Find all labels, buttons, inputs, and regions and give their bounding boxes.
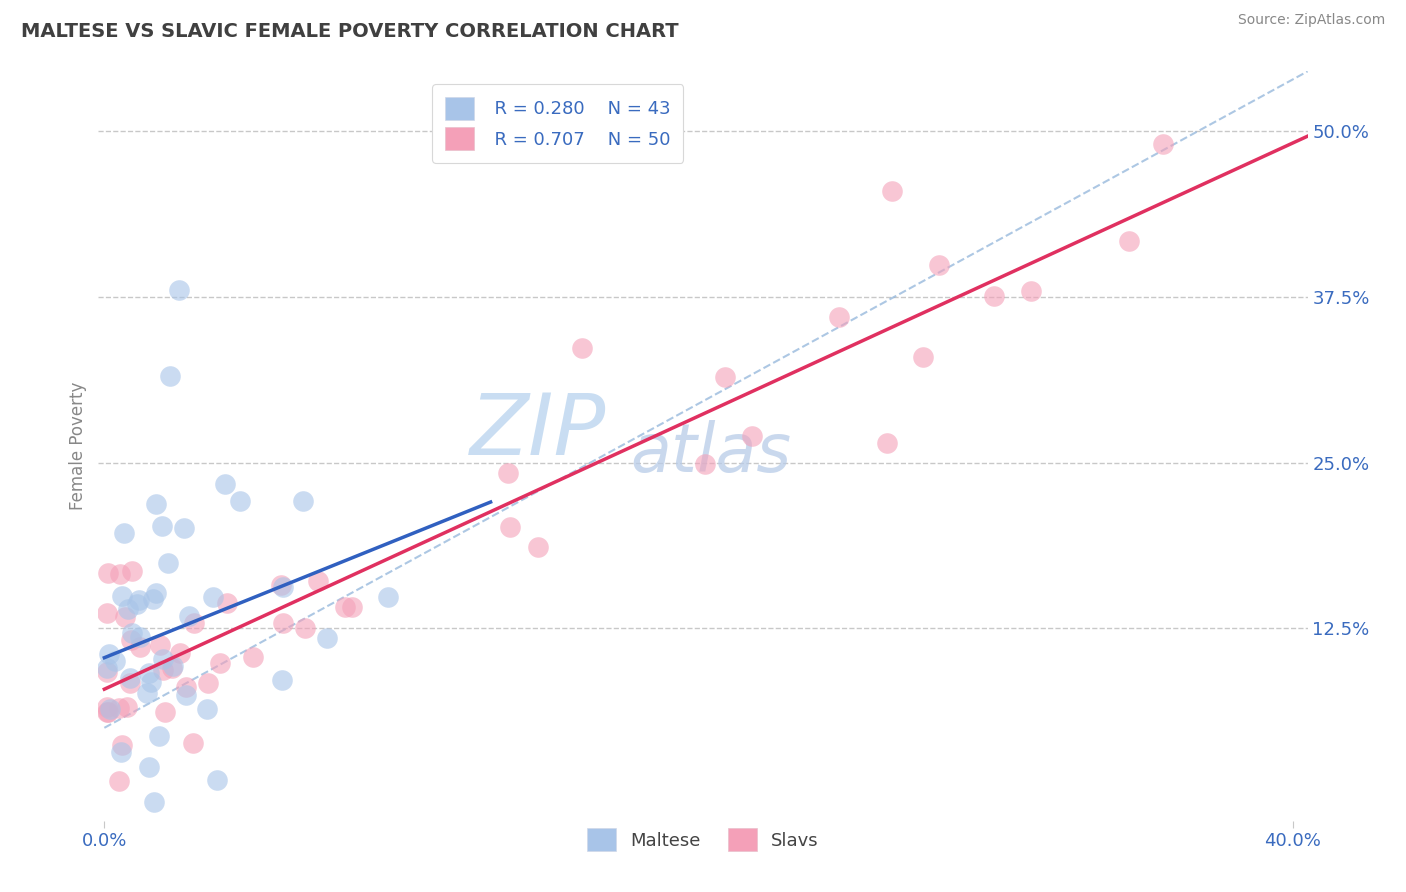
Point (160, 661, 183, 675)
Point (205, 773, 228, 788)
Point (155, 705, 177, 719)
Point (271, 581, 294, 595)
Text: ZIP: ZIP (470, 390, 606, 473)
Point (143, 795, 166, 809)
Point (183, 616, 205, 631)
Point (148, 730, 170, 744)
Point (741, 429, 763, 443)
Point (496, 466, 519, 480)
Point (97, 705, 120, 719)
Point (141, 675, 163, 690)
Point (108, 773, 131, 788)
Point (1019, 285, 1042, 299)
Point (169, 646, 191, 660)
Point (333, 600, 356, 615)
Point (271, 673, 294, 688)
Y-axis label: Female Poverty: Female Poverty (69, 382, 87, 510)
Point (97, 566, 120, 580)
Point (208, 656, 231, 670)
Point (316, 631, 339, 645)
Point (159, 369, 181, 384)
Point (96, 661, 118, 675)
Point (129, 640, 152, 654)
Point (242, 649, 264, 664)
Point (292, 494, 315, 508)
Point (121, 564, 143, 578)
Point (138, 665, 160, 680)
Point (214, 476, 236, 491)
Point (912, 350, 935, 364)
Point (173, 521, 195, 535)
Point (150, 519, 173, 533)
Point (117, 601, 139, 615)
Text: atlas: atlas (630, 420, 792, 486)
Point (526, 540, 548, 554)
Point (828, 310, 851, 324)
Point (104, 654, 127, 668)
Point (121, 626, 143, 640)
Point (142, 591, 165, 606)
Point (174, 680, 197, 694)
Point (118, 671, 141, 685)
Point (145, 497, 167, 511)
Point (294, 621, 316, 635)
Point (127, 838, 149, 853)
Point (307, 574, 329, 589)
Point (152, 652, 174, 666)
Point (270, 577, 292, 591)
Point (162, 659, 184, 673)
Point (880, 184, 903, 198)
Point (197, 702, 219, 716)
Point (110, 745, 132, 759)
Point (983, 289, 1005, 303)
Point (928, 259, 950, 273)
Point (96, 705, 118, 719)
Legend: Maltese, Slavs: Maltese, Slavs (575, 815, 831, 864)
Point (118, 676, 141, 690)
Point (136, 686, 159, 700)
Point (114, 610, 136, 624)
Text: Source: ZipAtlas.com: Source: ZipAtlas.com (1237, 13, 1385, 28)
Point (149, 638, 172, 652)
Point (98, 702, 121, 716)
Point (138, 760, 160, 774)
Point (96, 665, 118, 679)
Point (111, 589, 134, 603)
Point (693, 458, 716, 472)
Point (202, 590, 225, 604)
Point (271, 616, 294, 631)
Point (499, 520, 522, 534)
Point (120, 632, 142, 647)
Point (156, 556, 179, 570)
Text: MALTESE VS SLAVIC FEMALE POVERTY CORRELATION CHART: MALTESE VS SLAVIC FEMALE POVERTY CORRELA… (21, 22, 679, 41)
Point (152, 664, 174, 678)
Point (96, 606, 118, 620)
Point (115, 699, 138, 714)
Point (125, 597, 148, 611)
Point (876, 435, 898, 450)
Point (228, 494, 250, 508)
Point (197, 676, 219, 690)
Point (96, 700, 118, 714)
Point (167, 283, 190, 297)
Point (112, 525, 135, 540)
Point (342, 600, 364, 615)
Point (128, 592, 150, 607)
Point (98, 648, 121, 662)
Point (108, 700, 131, 714)
Point (1118, 234, 1140, 248)
Point (111, 738, 134, 752)
Point (129, 630, 152, 644)
Point (177, 608, 200, 623)
Point (176, 688, 198, 702)
Point (713, 370, 735, 384)
Point (217, 596, 239, 610)
Point (110, 567, 132, 582)
Point (145, 586, 167, 600)
Point (117, 831, 139, 846)
Point (1152, 136, 1174, 151)
Point (571, 342, 593, 356)
Point (377, 590, 399, 604)
Point (181, 736, 204, 750)
